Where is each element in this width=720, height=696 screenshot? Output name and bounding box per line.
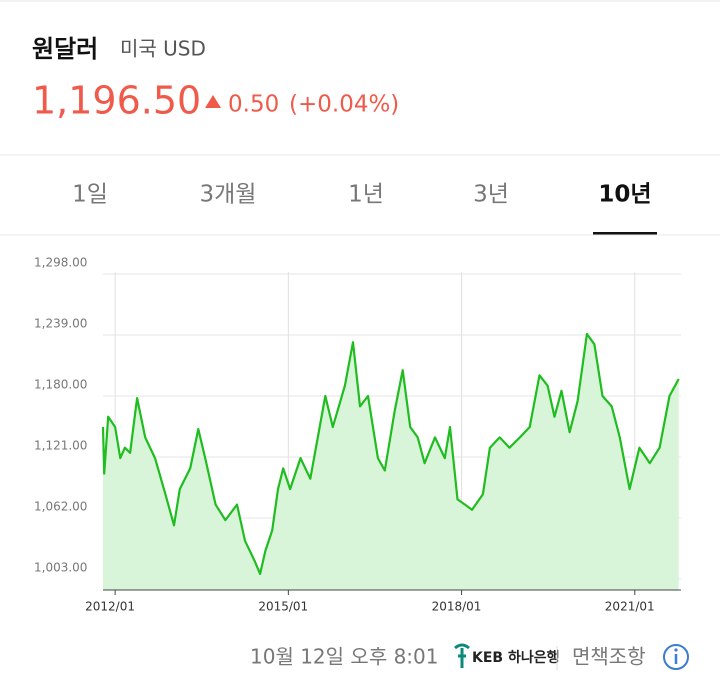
x-tick-label: 2012/01 bbox=[85, 600, 135, 614]
subtitle: 미국 USD bbox=[120, 37, 206, 61]
title: 원달러 bbox=[32, 35, 98, 63]
timestamp: 10월 12일 오후 8:01 bbox=[250, 645, 438, 669]
info-dot bbox=[674, 648, 678, 652]
price: 1,196.50 bbox=[32, 79, 201, 123]
tab[interactable]: 1년 bbox=[348, 182, 384, 208]
up-arrow bbox=[205, 95, 221, 108]
disclaimer[interactable]: 면책조항 bbox=[572, 645, 646, 669]
tab[interactable]: 1일 bbox=[72, 182, 108, 208]
tab[interactable]: 3년 bbox=[473, 182, 509, 208]
chart: 1,003.00 1,062.00 1,121.00 1,180.00 1,239.00… bbox=[34, 255, 681, 614]
x-tick-label: 2015/01 bbox=[258, 600, 308, 614]
y-tick-label: 1,239.00 bbox=[34, 317, 87, 331]
y-tick-label: 1,121.00 bbox=[34, 439, 87, 453]
bank-name: KEB 하나은행 bbox=[472, 649, 559, 666]
x-tick-label: 2018/01 bbox=[432, 600, 482, 614]
y-tick-label: 1,062.00 bbox=[34, 500, 87, 514]
change-pct: (+0.04%) bbox=[289, 92, 399, 118]
x-tick-label: 2021/01 bbox=[605, 600, 655, 614]
tab-bar: 1일 3개월 1년 3년 10년 bbox=[72, 182, 657, 235]
y-tick-label: 1,180.00 bbox=[34, 378, 87, 392]
info-circle bbox=[663, 644, 689, 670]
tab[interactable]: 10년 bbox=[598, 182, 651, 208]
info-icon[interactable] bbox=[663, 644, 689, 670]
line bbox=[101, 332, 680, 575]
change: 0.50 bbox=[228, 92, 279, 118]
y-tick-label: 1,003.00 bbox=[34, 561, 87, 575]
area bbox=[103, 334, 679, 590]
tab[interactable]: 3개월 bbox=[200, 182, 257, 208]
bank-logo bbox=[454, 643, 470, 668]
y-tick-label: 1,298.00 bbox=[34, 255, 87, 269]
tab-underline bbox=[593, 232, 657, 235]
